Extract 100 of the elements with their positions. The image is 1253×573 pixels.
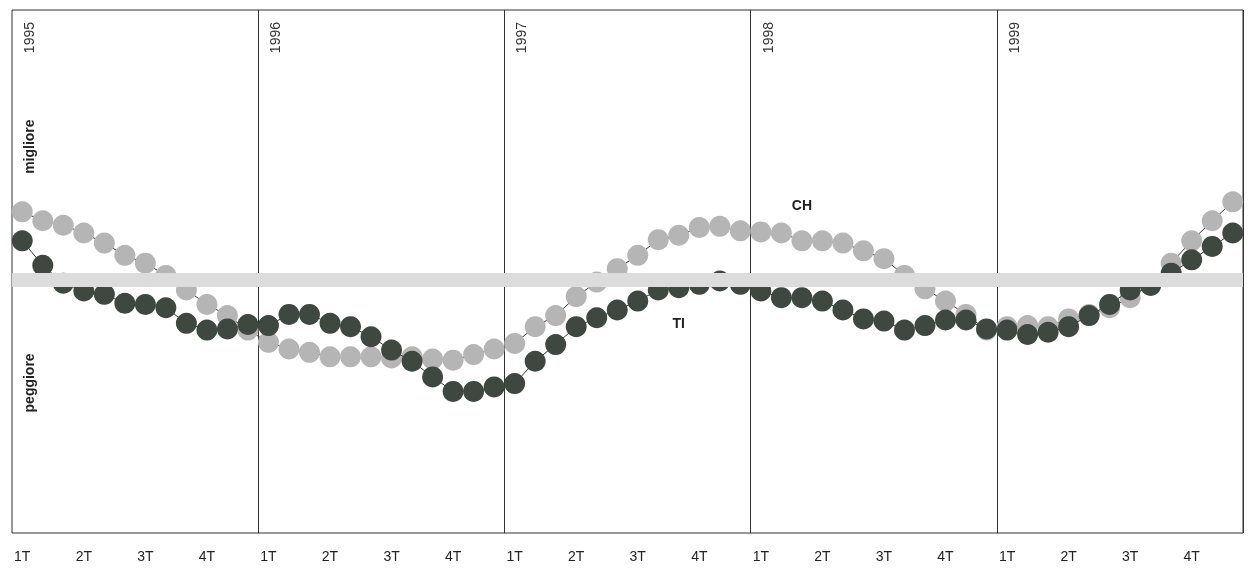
point (524, 350, 546, 372)
point (73, 222, 95, 244)
point (586, 307, 608, 329)
point (319, 312, 341, 334)
point (1222, 191, 1244, 213)
point (1181, 249, 1203, 271)
x-tick-label: 4T (1183, 548, 1201, 564)
point (278, 338, 300, 360)
point (237, 313, 259, 335)
point (524, 316, 546, 338)
x-tick-label: 3T (137, 548, 154, 564)
point (32, 210, 54, 232)
x-tick-label: 2T (321, 548, 339, 564)
point (483, 338, 505, 360)
point (709, 215, 731, 237)
point (196, 319, 218, 341)
text: migliore (21, 119, 37, 174)
point (114, 292, 136, 314)
point (606, 299, 628, 321)
point (565, 316, 587, 338)
text: 1995 (21, 21, 37, 54)
point (299, 341, 320, 363)
x-tick-label: 1T (260, 548, 278, 564)
point (134, 293, 156, 315)
x-tick-label: 2T (1060, 548, 1078, 564)
point (770, 287, 792, 309)
point (791, 287, 813, 309)
point (196, 293, 218, 315)
point (935, 290, 957, 312)
point (463, 380, 485, 402)
point (791, 230, 813, 252)
point (914, 315, 936, 337)
point (134, 252, 156, 274)
point (299, 303, 320, 325)
point (155, 297, 177, 319)
point (545, 305, 567, 327)
x-tick-label: 2T (814, 548, 832, 564)
point (278, 303, 300, 325)
point (422, 366, 444, 388)
point (422, 348, 444, 370)
point (442, 349, 464, 371)
point (442, 380, 464, 402)
point (11, 201, 33, 223)
x-tick-label: 2T (568, 548, 585, 564)
x-tick-label: 3T (629, 548, 647, 564)
point (1201, 210, 1223, 232)
x-tick-label: 1T (998, 548, 1016, 564)
point (1017, 324, 1039, 345)
point (257, 315, 279, 337)
point (832, 232, 854, 254)
point (565, 286, 587, 308)
x-tick-label: 4T (198, 548, 216, 564)
point (1222, 222, 1244, 244)
point (11, 230, 33, 252)
point (852, 240, 874, 262)
point (1181, 230, 1203, 252)
point (381, 339, 403, 361)
point (216, 318, 238, 340)
point (340, 346, 362, 368)
annotation: peggiore (21, 353, 37, 413)
point (114, 244, 136, 266)
point (360, 326, 382, 348)
point (504, 332, 526, 354)
x-tick-label: 1T (506, 548, 524, 564)
point (1201, 235, 1223, 257)
point (1037, 321, 1059, 343)
point (873, 310, 895, 332)
point (257, 331, 279, 353)
point (852, 308, 874, 330)
point (1058, 316, 1080, 338)
point (811, 290, 833, 312)
point (340, 316, 362, 338)
point (688, 216, 710, 238)
text: 1997 (513, 21, 530, 54)
series-label: TI (672, 315, 686, 332)
point (770, 222, 792, 244)
point (319, 346, 341, 368)
x-tick-label: 1T (14, 548, 31, 564)
series-label: CH (791, 197, 813, 214)
text: 1999 (1005, 21, 1022, 54)
point (52, 214, 74, 236)
point (729, 220, 751, 242)
point (627, 290, 649, 312)
point (955, 309, 977, 331)
point (360, 346, 382, 368)
x-tick-label: 3T (383, 548, 401, 564)
point (750, 221, 772, 243)
point (545, 334, 567, 356)
point (627, 244, 649, 266)
x-tick-label: 3T (1121, 548, 1139, 564)
x-tick-label: 4T (691, 548, 708, 564)
text: 1998 (759, 21, 776, 54)
point (504, 373, 526, 395)
point (832, 299, 854, 321)
point (483, 376, 505, 398)
point (935, 309, 957, 331)
point (811, 230, 833, 252)
point (32, 254, 54, 276)
x-tick-label: 4T (444, 548, 462, 564)
point (175, 312, 197, 334)
